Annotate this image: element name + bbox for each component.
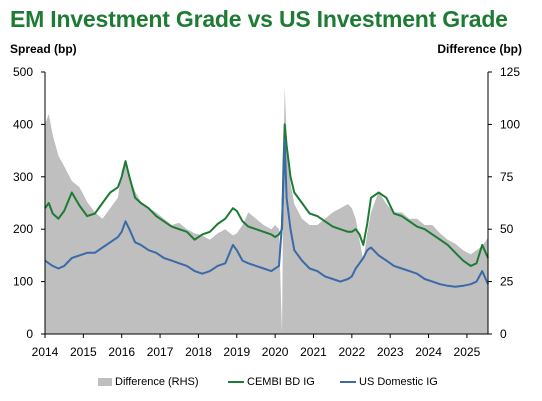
y-left-tick-label: 100 [13,275,33,289]
y-left-tick-label: 0 [26,327,33,341]
chart-title: EM Investment Grade vs US Investment Gra… [10,6,508,32]
legend-label-cembi: CEMBI BD IG [247,376,315,388]
x-tick-label: 2014 [32,345,59,359]
series-cembi-bd-ig-line [44,123,489,267]
series-difference-area [45,86,488,334]
legend-label-difference: Difference (RHS) [115,376,199,388]
y-right-tick-label: 125 [500,65,520,79]
axes-layer [41,71,492,338]
legend-label-us-ig: US Domestic IG [359,376,438,388]
y-left-tick-label: 400 [13,117,33,131]
legend-swatch-us-ig [340,381,356,383]
x-tick-label: 2021 [300,345,327,359]
legend-item-cembi: CEMBI BD IG [228,376,315,388]
x-tick-label: 2025 [454,345,481,359]
y-axis-right-label: Difference (bp) [437,42,522,56]
y-left-tick-label: 200 [13,222,33,236]
x-tick-label: 2016 [108,345,135,359]
x-tick-label: 2018 [185,345,212,359]
series-us-domestic-ig-line [44,139,489,288]
x-tick-label: 2023 [377,345,404,359]
y-right-tick-label: 50 [500,222,514,236]
y-right-tick-label: 75 [500,170,514,184]
x-tick-label: 2017 [147,345,174,359]
y-right-tick-label: 0 [500,327,507,341]
tick-labels-layer: 0 100 200 300 400 500 0 25 50 75 100 125 2014 2015 201… [13,65,520,359]
x-tick-label: 2022 [338,345,365,359]
y-axis-left-label: Spread (bp) [10,42,77,56]
x-tick-label: 2024 [415,345,442,359]
legend-swatch-difference [98,378,112,386]
y-left-tick-label: 500 [13,65,33,79]
y-left-tick-label: 300 [13,170,33,184]
y-right-tick-label: 100 [500,117,520,131]
spread-lines-layer [44,123,489,288]
y-right-tick-label: 25 [500,275,514,289]
legend-item-difference: Difference (RHS) [98,376,199,388]
x-tick-label: 2019 [223,345,250,359]
legend-item-us-ig: US Domestic IG [340,376,438,388]
difference-area-layer [45,86,488,334]
x-tick-label: 2015 [70,345,97,359]
legend-swatch-cembi [228,381,244,383]
x-tick-label: 2020 [262,345,289,359]
